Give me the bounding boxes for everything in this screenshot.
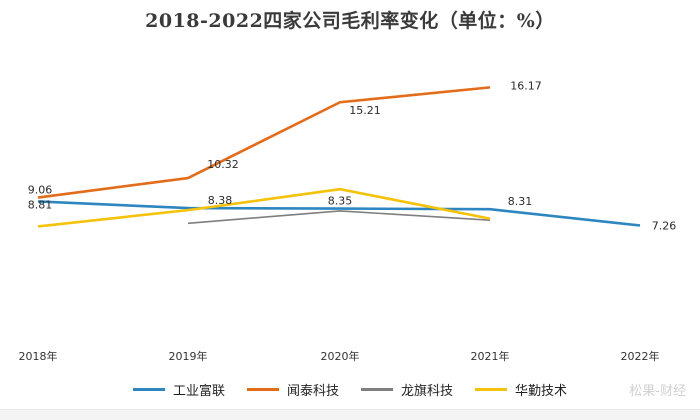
legend-label: 华勤技术 — [515, 384, 568, 399]
data-label: 8.35 — [328, 195, 353, 208]
legend-swatch — [246, 388, 279, 391]
legend-swatch — [132, 388, 165, 391]
chart-title: 2018-2022四家公司毛利率变化（单位：%） — [145, 10, 555, 32]
series-line — [37, 187, 491, 228]
data-label: 15.21 — [349, 104, 381, 117]
series-line — [187, 210, 491, 225]
data-label: 7.26 — [652, 219, 677, 232]
legend-swatch — [475, 388, 508, 391]
x-axis-ticks: 2018年 2019年 2020年 2021年 2022年 — [19, 349, 660, 363]
data-label: 9.06 — [28, 184, 53, 197]
legend-item: 闻泰科技 — [246, 380, 339, 399]
legend-item: 龙旗科技 — [361, 380, 453, 399]
data-labels: 8.81 8.38 8.35 8.31 7.26 9.06 10.32 15.21 16.17 — [28, 79, 677, 232]
source-strip — [0, 409, 700, 420]
x-tick-label: 2021年 — [471, 349, 510, 363]
x-tick-label: 2020年 — [321, 349, 360, 363]
data-label: 8.31 — [508, 195, 533, 208]
data-label: 16.17 — [510, 79, 542, 92]
x-tick-label: 2022年 — [621, 349, 660, 363]
x-tick-label: 2019年 — [169, 349, 208, 363]
data-label: 8.81 — [28, 198, 53, 211]
legend-item: 华勤技术 — [475, 380, 567, 399]
series-line — [37, 200, 641, 227]
x-tick-label: 2018年 — [19, 349, 58, 363]
legend-label: 龙旗科技 — [401, 384, 454, 399]
data-label: 8.38 — [208, 194, 233, 207]
legend-item: 工业富联 — [132, 380, 225, 399]
series-lines — [37, 86, 641, 228]
legend-label: 工业富联 — [172, 384, 225, 399]
data-label: 10.32 — [207, 158, 239, 171]
legend-swatch — [361, 388, 393, 391]
watermark: 松果-财经 — [629, 384, 686, 399]
legend-label: 闻泰科技 — [286, 384, 339, 399]
legend: 工业富联 闻泰科技 龙旗科技 华勤技术 — [0, 380, 700, 399]
series-line — [37, 86, 491, 199]
